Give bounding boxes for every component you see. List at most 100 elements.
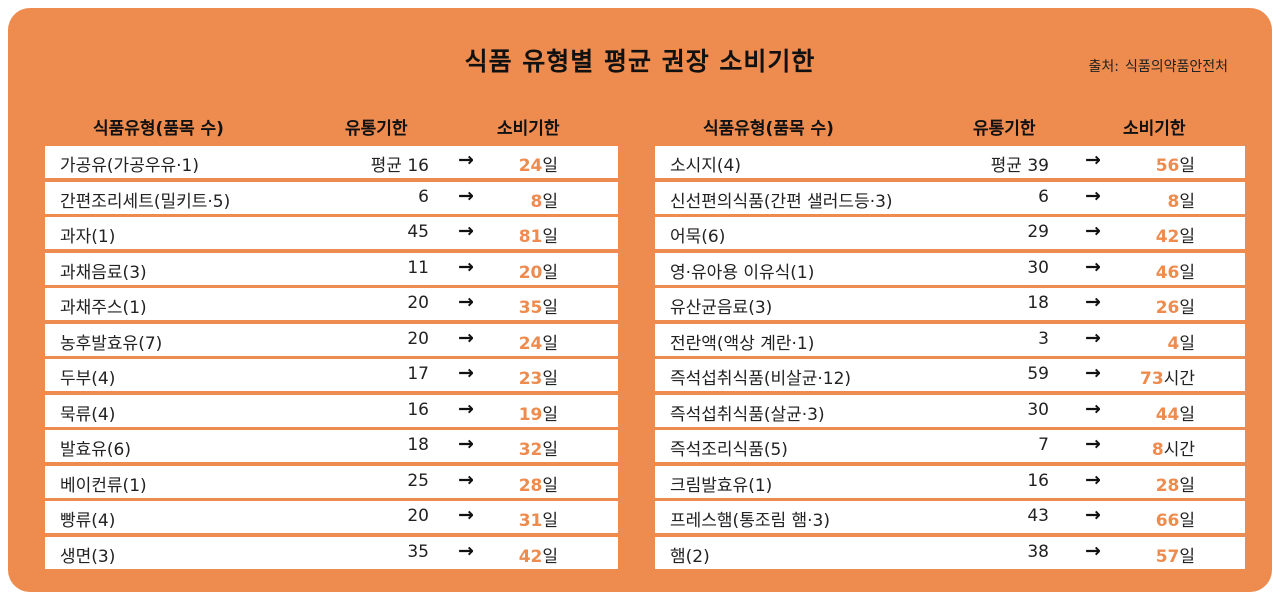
consume-by-cell: 46일 — [1156, 258, 1195, 283]
shelf-life-cell: 16 — [407, 399, 429, 420]
food-type-cell: 과자(1) — [60, 227, 116, 247]
arrow-icon: → — [1085, 149, 1101, 171]
arrow-icon: → — [1085, 468, 1101, 491]
table-row: 즉석섭취식품(살균·3) 30 → 44일 — [655, 394, 1245, 427]
consume-by-cell: 8일 — [531, 187, 558, 212]
consume-by-unit: 일 — [1179, 404, 1195, 425]
arrow-icon: → — [1085, 397, 1101, 420]
consume-by-unit: 일 — [542, 191, 558, 212]
consume-by-cell: 32일 — [519, 435, 558, 460]
arrow-icon: → — [1085, 362, 1101, 384]
shelf-life-cell: 38 — [1027, 541, 1049, 562]
food-type-cell: 소시지(4) — [670, 156, 742, 176]
consume-by-unit: 일 — [1179, 333, 1195, 354]
consume-by-cell: 8시간 — [1152, 435, 1195, 460]
arrow-icon: → — [1085, 326, 1101, 349]
arrow-icon: → — [458, 184, 474, 207]
consume-by-value: 28 — [518, 475, 543, 496]
left-table-body: 가공유(가공우유·1) 평균 16 → 24일 간편조리세트(밀키트·5) 6 → 8일 과자(… — [45, 146, 618, 569]
consume-by-cell: 57일 — [1156, 542, 1195, 567]
shelf-life-cell: 30 — [1027, 399, 1049, 420]
table-row: 생면(3) 35 → 42일 — [45, 536, 618, 569]
header-shelf-life: 유통기한 — [345, 119, 408, 139]
shelf-life-cell: 6 — [418, 186, 429, 207]
consume-by-value: 8 — [530, 191, 543, 212]
arrow-icon: → — [1085, 291, 1101, 313]
consume-by-cell: 19일 — [519, 400, 558, 425]
shelf-life-cell: 평균 16 — [370, 156, 429, 176]
food-type-cell: 가공유(가공우유·1) — [60, 156, 199, 176]
consume-by-unit: 일 — [1179, 227, 1195, 247]
consume-by-unit: 일 — [542, 475, 558, 496]
page-title: 식품 유형별 평균 권장 소비기한 — [464, 47, 816, 76]
table-row: 간편조리세트(밀키트·5) 6 → 8일 — [45, 181, 618, 214]
consume-by-cell: 4일 — [1168, 329, 1195, 354]
table-row: 과자(1) 45 → 81일 — [45, 217, 618, 249]
table-row: 농후발효유(7) 20 → 24일 — [45, 323, 618, 356]
right-table-header: 식품유형(품목 수) 유통기한 소비기한 — [655, 106, 1245, 146]
consume-by-unit: 일 — [542, 546, 558, 567]
food-type-cell: 즉석섭취식품(비살균·12) — [670, 369, 852, 389]
consume-by-value: 23 — [518, 369, 543, 389]
consume-by-cell: 23일 — [519, 364, 558, 389]
food-type-cell: 생면(3) — [60, 546, 116, 567]
table-row: 어묵(6) 29 → 42일 — [655, 217, 1245, 249]
table-row: 과채음료(3) 11 → 20일 — [45, 252, 618, 285]
table-row: 가공유(가공우유·1) 평균 16 → 24일 — [45, 146, 618, 178]
table-row: 과채주스(1) 20 → 35일 — [45, 288, 618, 320]
consume-by-cell: 28일 — [1156, 471, 1195, 496]
consume-by-unit: 일 — [1179, 546, 1195, 567]
food-type-cell: 프레스햄(통조림 햄·3) — [670, 511, 831, 531]
food-type-cell: 크림발효유(1) — [670, 475, 773, 496]
consume-by-value: 19 — [518, 404, 543, 425]
table-row: 유산균음료(3) 18 → 26일 — [655, 288, 1245, 320]
shelf-life-cell: 20 — [407, 293, 429, 313]
table-row: 크림발효유(1) 16 → 28일 — [655, 465, 1245, 498]
consume-by-value: 46 — [1155, 262, 1180, 283]
consume-by-cell: 20일 — [519, 258, 558, 283]
consume-by-unit: 일 — [1179, 262, 1195, 283]
consume-by-cell: 56일 — [1156, 151, 1195, 176]
consume-by-unit: 시간 — [1163, 369, 1195, 389]
consume-by-unit: 일 — [542, 404, 558, 425]
consume-by-unit: 일 — [1179, 298, 1195, 318]
shelf-life-cell: 20 — [407, 506, 429, 526]
consume-by-unit: 일 — [542, 440, 558, 460]
consume-by-cell: 42일 — [519, 542, 558, 567]
consume-by-cell: 26일 — [1156, 293, 1195, 318]
food-type-cell: 베이컨류(1) — [60, 475, 147, 496]
shelf-life-cell: 18 — [407, 435, 429, 455]
consume-by-value: 8 — [1167, 191, 1180, 212]
arrow-icon: → — [458, 291, 474, 313]
food-type-cell: 과채주스(1) — [60, 298, 147, 318]
arrow-icon: → — [458, 504, 474, 526]
consume-by-cell: 24일 — [519, 329, 558, 354]
consume-by-cell: 81일 — [519, 222, 558, 247]
consume-by-value: 42 — [1155, 227, 1180, 247]
consume-by-cell: 35일 — [519, 293, 558, 318]
table-row: 영·유아용 이유식(1) 30 → 46일 — [655, 252, 1245, 285]
consume-by-value: 42 — [518, 546, 543, 567]
shelf-life-cell: 45 — [407, 222, 429, 242]
food-type-cell: 농후발효유(7) — [60, 333, 163, 354]
consume-by-unit: 시간 — [1163, 440, 1195, 460]
header-consume-by: 소비기한 — [497, 119, 560, 139]
right-table: 식품유형(품목 수) 유통기한 소비기한 소시지(4) 평균 39 → 56일 신선편의… — [655, 106, 1245, 572]
shelf-life-cell: 20 — [407, 328, 429, 349]
food-type-cell: 빵류(4) — [60, 511, 116, 531]
source-note: 출처: 식품의약품안전처 — [1088, 56, 1228, 76]
food-type-cell: 햄(2) — [670, 546, 710, 567]
consume-by-value: 81 — [518, 227, 543, 247]
food-type-cell: 유산균음료(3) — [670, 298, 773, 318]
consume-by-unit: 일 — [1179, 191, 1195, 212]
consume-by-value: 56 — [1155, 156, 1180, 176]
shelf-life-cell: 30 — [1027, 257, 1049, 278]
food-type-cell: 간편조리세트(밀키트·5) — [60, 191, 231, 212]
arrow-icon: → — [1085, 539, 1101, 562]
shelf-life-cell: 59 — [1027, 364, 1049, 384]
shelf-life-cell: 29 — [1027, 222, 1049, 242]
consume-by-cell: 8일 — [1168, 187, 1195, 212]
consume-by-unit: 일 — [542, 333, 558, 354]
consume-by-unit: 일 — [542, 298, 558, 318]
food-type-cell: 발효유(6) — [60, 440, 132, 460]
